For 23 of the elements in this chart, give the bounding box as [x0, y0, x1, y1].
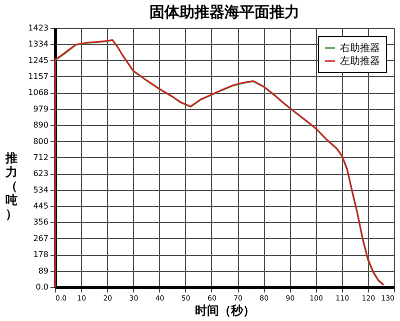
- y-tick-label: 623: [33, 169, 48, 178]
- y-tick-label: 534: [33, 185, 48, 194]
- y-tick-label: 0.0: [36, 282, 48, 292]
- y-tick-label: 1334: [28, 40, 48, 49]
- y-tick-label: 712: [33, 152, 48, 162]
- y-tick-label: 178: [33, 250, 48, 260]
- y-tick-label: 1157: [28, 72, 48, 81]
- y-tick-label: 1068: [28, 88, 48, 98]
- line-series: [54, 39, 384, 288]
- y-tick-label: 800: [33, 136, 48, 146]
- y-tick-label: 267: [33, 234, 48, 243]
- chart-title: 固体助推器海平面推力: [150, 3, 300, 21]
- y-tick-label: 356: [33, 218, 48, 227]
- y-tick-label: 1245: [28, 56, 48, 65]
- legend-label: 右助推器: [340, 42, 380, 54]
- y-tick-label: 445: [33, 202, 48, 211]
- y-tick-label: 89: [38, 266, 48, 276]
- y-tick-label: 1423: [28, 24, 48, 32]
- y-tick-label: 979: [33, 104, 48, 114]
- legend-label: 左助推器: [340, 55, 380, 67]
- x-axis-title: 时间（秒）: [195, 304, 255, 318]
- y-tick-label: 890: [33, 120, 48, 130]
- y-axis-title: 推力（吨）: [4, 151, 18, 221]
